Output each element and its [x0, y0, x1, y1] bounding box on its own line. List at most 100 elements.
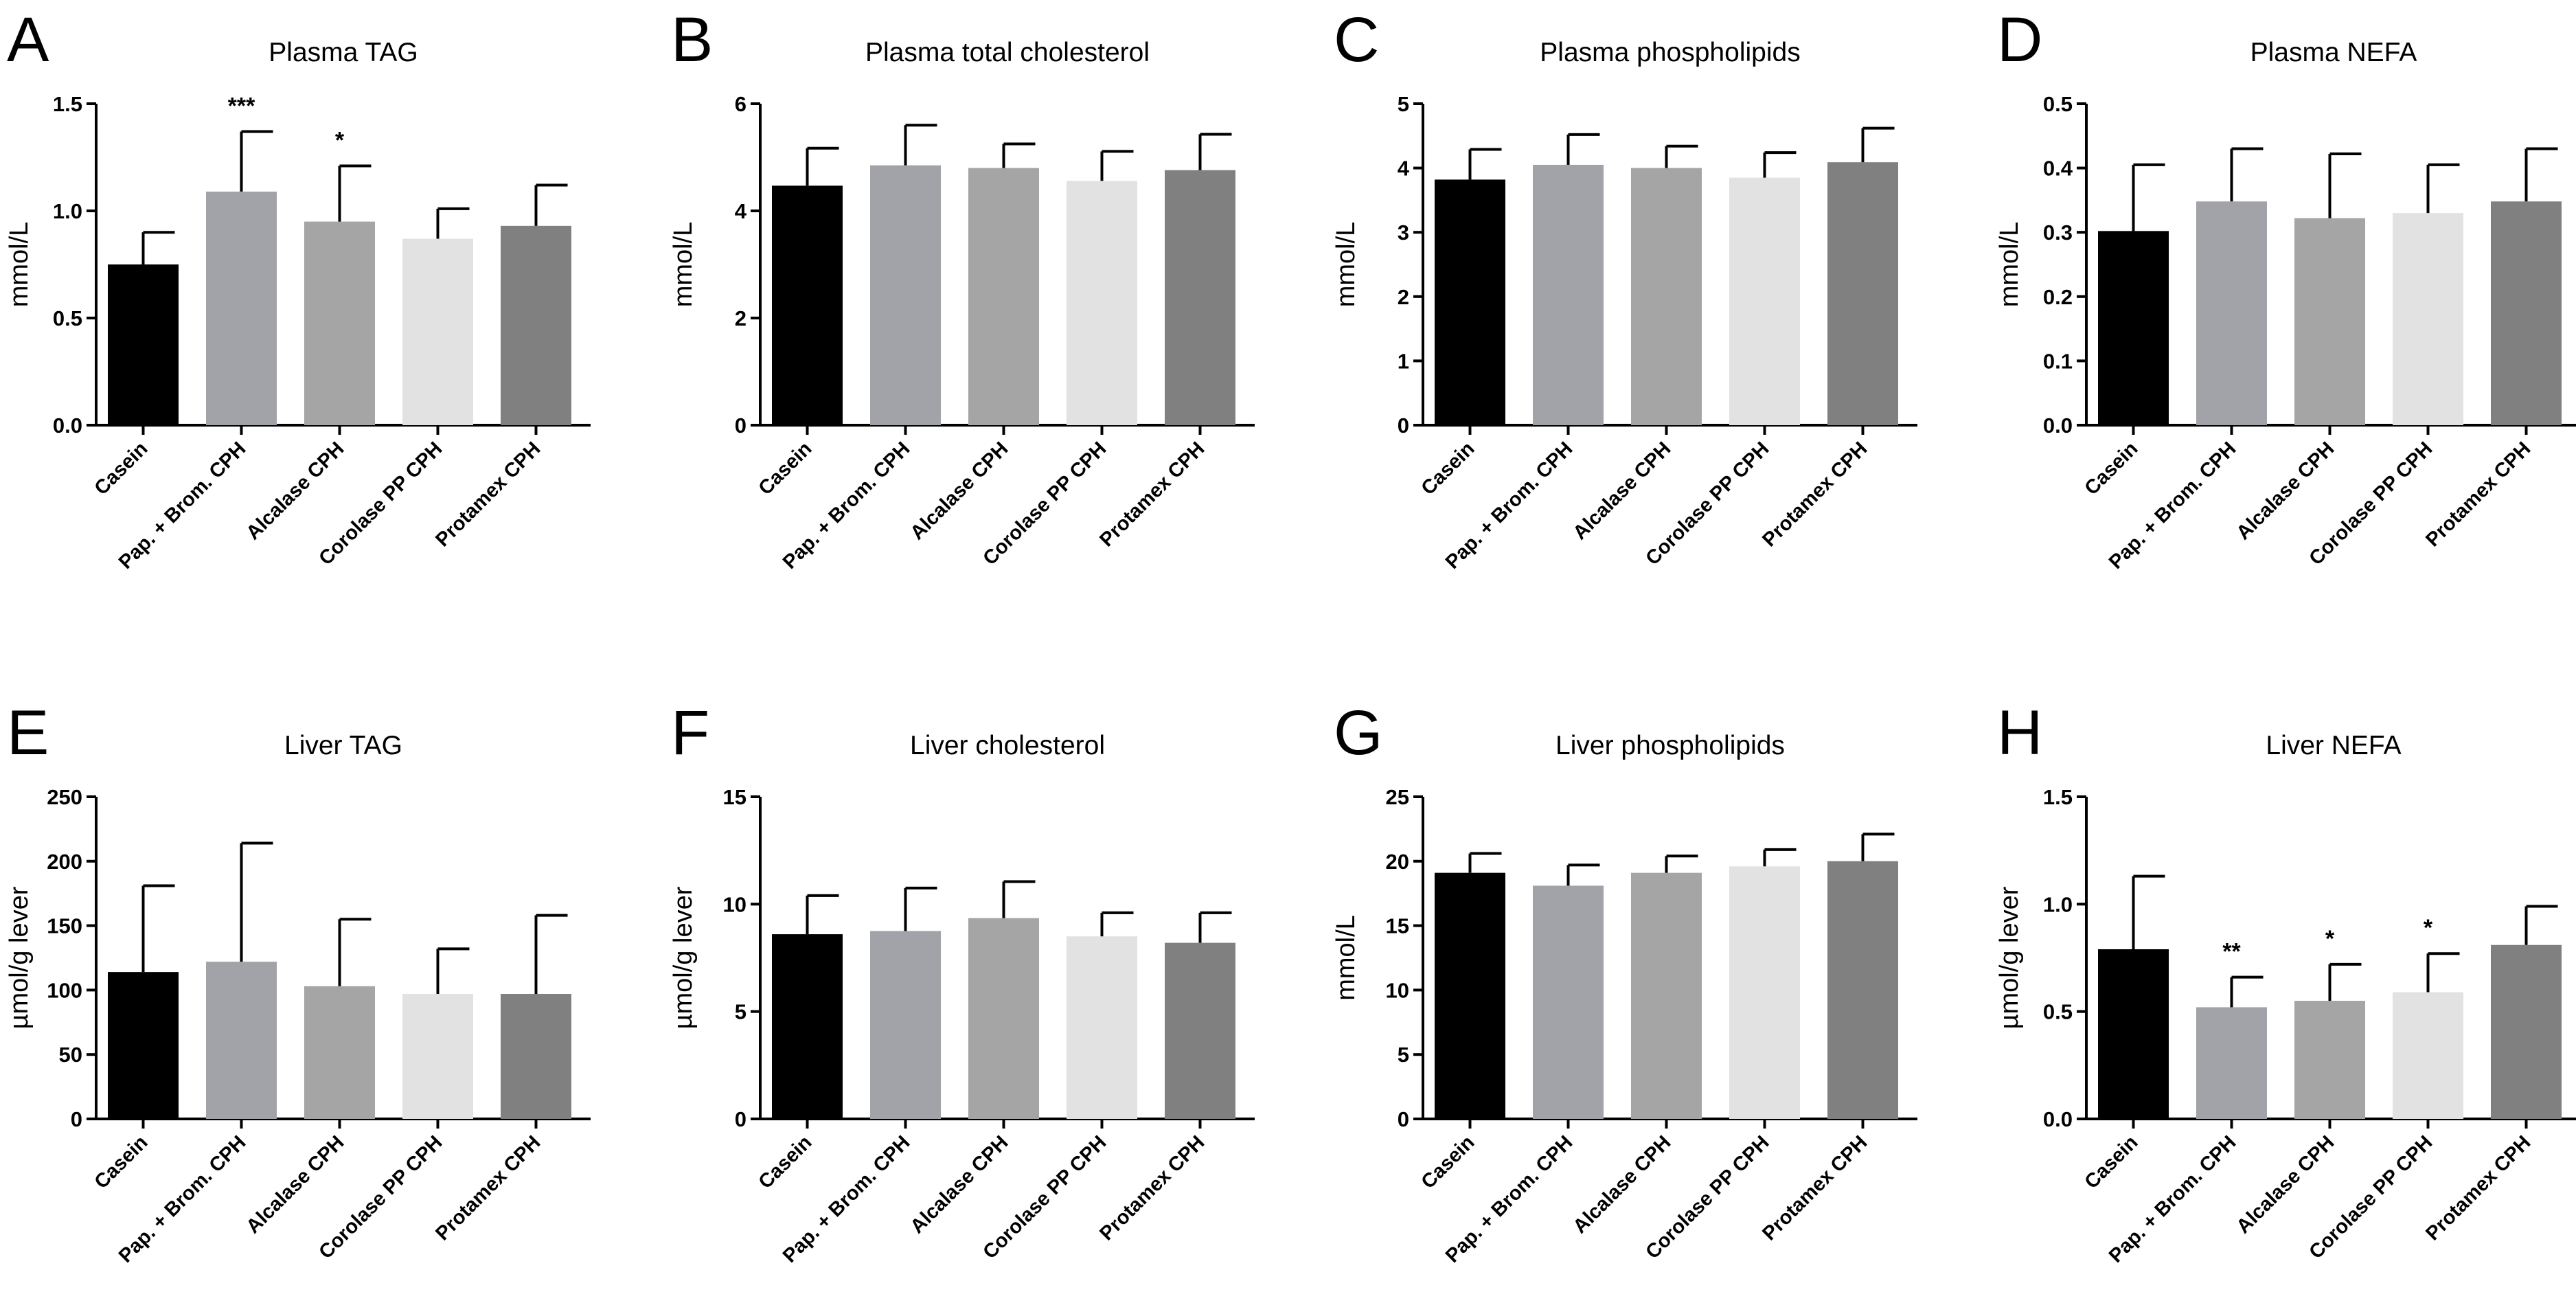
- chart-panel-d: D Plasma NEFA mmol/L 0.0 0.1 0.2 0.3 0.4 0.5 Case…: [1995, 5, 2576, 574]
- x-tick-label: Casein: [755, 438, 817, 499]
- y-tick-label: 5: [735, 1000, 746, 1024]
- chart-panel-a: A Plasma TAGmmol/L0.00.51.01.5Casein***Pa…: [5, 5, 591, 574]
- bar: [1729, 177, 1800, 425]
- bar: [772, 934, 843, 1119]
- x-tick-label: Casein: [755, 1131, 817, 1193]
- chart-title: Liver phospholipids: [1555, 731, 1785, 760]
- x-tick-label: Casein: [91, 438, 152, 499]
- x-tick-label: Protamex CPH: [431, 438, 545, 551]
- panel-letter: C: [1334, 5, 1379, 75]
- x-tick-label: Alcalase CPH: [242, 1131, 349, 1238]
- y-tick-label: 15: [1386, 914, 1409, 938]
- x-tick-label: Casein: [1417, 1131, 1479, 1193]
- y-tick-label: 6: [735, 92, 746, 116]
- y-tick-label: 0: [71, 1107, 82, 1131]
- y-tick-label: 250: [47, 785, 82, 809]
- x-tick-label: Alcalase CPH: [242, 438, 349, 544]
- y-tick-label: 0.5: [2043, 92, 2073, 116]
- bar: [206, 191, 277, 425]
- bar: [2196, 1007, 2267, 1119]
- x-tick-label: Protamex CPH: [2421, 1131, 2535, 1245]
- significance-marker: ***: [228, 93, 255, 120]
- panel-letter: B: [671, 5, 713, 75]
- bar: [402, 994, 473, 1119]
- chart-title: Liver NEFA: [2266, 731, 2401, 760]
- chart-title: Plasma phospholipids: [1540, 38, 1800, 67]
- bar: [1067, 936, 1137, 1119]
- x-tick-label: Alcalase CPH: [2233, 438, 2339, 544]
- x-tick-label: Alcalase CPH: [2233, 1131, 2339, 1238]
- x-tick-label: Protamex CPH: [1095, 438, 1209, 551]
- y-tick-label: 0.1: [2043, 349, 2073, 373]
- x-tick-label: Protamex CPH: [1095, 1131, 1209, 1245]
- bar: [1631, 872, 1702, 1119]
- y-tick-label: 0.5: [53, 306, 82, 330]
- y-tick-label: 0: [735, 1107, 746, 1131]
- x-tick-label: Casein: [2081, 438, 2143, 499]
- y-tick-label: 0.5: [2043, 1000, 2073, 1024]
- chart-panel-h: H Liver NEFA µmol/g lever 0.0 0.5 1.0 1.5 Casei…: [1995, 698, 2576, 1267]
- x-tick-label: Alcalase CPH: [1569, 438, 1676, 544]
- y-axis-label: mmol/L: [669, 222, 698, 308]
- y-tick-label: 0.0: [2043, 413, 2073, 438]
- bar: [501, 994, 571, 1119]
- y-axis-label: mmol/L: [1332, 222, 1360, 308]
- bar: [1827, 162, 1898, 425]
- bar: [1165, 942, 1235, 1119]
- y-tick-label: 0.2: [2043, 285, 2073, 309]
- chart-panel-g: G Liver phospholipids mmol/L 0 5 10 15 20 25 Case…: [1332, 698, 1917, 1267]
- chart-title: Liver cholesterol: [910, 731, 1105, 760]
- x-tick-label: Casein: [1417, 438, 1479, 499]
- bar: [968, 168, 1039, 425]
- y-tick-label: 1: [1398, 349, 1409, 373]
- bar: [2098, 231, 2169, 425]
- y-tick-label: 150: [47, 914, 82, 938]
- y-tick-label: 1.5: [2043, 785, 2073, 809]
- y-tick-label: 1.0: [53, 199, 82, 223]
- bar: [870, 931, 941, 1119]
- bar: [968, 918, 1039, 1119]
- chart-title: Plasma total cholesterol: [865, 38, 1150, 67]
- bar: [1533, 164, 1604, 426]
- x-tick-label: Casein: [91, 1131, 152, 1193]
- bar: [108, 972, 179, 1119]
- chart-panel-f: F Liver cholesterol µmol/g lever 0 5 10 15 Case…: [669, 698, 1255, 1267]
- bar: [1827, 861, 1898, 1119]
- bar: [2393, 992, 2463, 1119]
- bar: [1067, 181, 1137, 425]
- y-tick-label: 0.4: [2043, 157, 2073, 181]
- chart-title: Plasma NEFA: [2250, 38, 2417, 67]
- bar: [304, 986, 375, 1119]
- y-tick-label: 4: [1398, 157, 1410, 181]
- y-tick-label: 100: [47, 978, 82, 1002]
- x-tick-label: Protamex CPH: [1758, 1131, 1871, 1245]
- y-axis-label: mmol/L: [5, 222, 34, 308]
- bar: [1533, 885, 1604, 1119]
- y-axis-label: µmol/g lever: [1995, 886, 2024, 1029]
- significance-marker: *: [2325, 926, 2335, 952]
- bar: [1631, 168, 1702, 425]
- chart-panel-b: B Plasma total cholesterol mmol/L 0 2 4 6 Casei…: [669, 5, 1255, 574]
- y-tick-label: 20: [1386, 850, 1409, 874]
- bar: [1435, 179, 1505, 425]
- chart-panel-c: C Plasma phospholipids mmol/L 0 1 2 3 4 5 Casein P…: [1332, 5, 1917, 574]
- y-tick-label: 0.0: [2043, 1107, 2073, 1131]
- bar: [2393, 213, 2463, 425]
- bar: [772, 185, 843, 425]
- bar: [870, 165, 941, 425]
- bar: [2491, 201, 2562, 425]
- y-axis-label: mmol/L: [1332, 915, 1360, 1001]
- y-tick-label: 0: [1398, 413, 1409, 438]
- y-tick-label: 0: [735, 413, 746, 438]
- y-axis-label: µmol/g lever: [5, 886, 34, 1029]
- y-tick-label: 1.0: [2043, 892, 2073, 916]
- y-tick-label: 2: [1398, 285, 1409, 309]
- significance-marker: *: [2424, 915, 2433, 941]
- chart-title: Plasma TAG: [269, 38, 418, 67]
- panel-letter: H: [1997, 698, 2042, 768]
- y-tick-label: 2: [735, 306, 746, 330]
- y-tick-label: 50: [59, 1043, 82, 1067]
- x-tick-label: Protamex CPH: [2421, 438, 2535, 551]
